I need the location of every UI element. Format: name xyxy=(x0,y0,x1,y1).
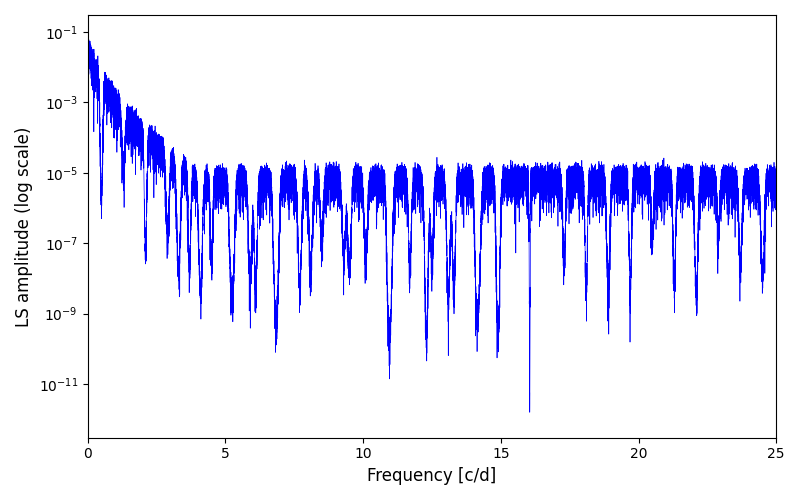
X-axis label: Frequency [c/d]: Frequency [c/d] xyxy=(367,467,497,485)
Y-axis label: LS amplitude (log scale): LS amplitude (log scale) xyxy=(15,126,33,326)
